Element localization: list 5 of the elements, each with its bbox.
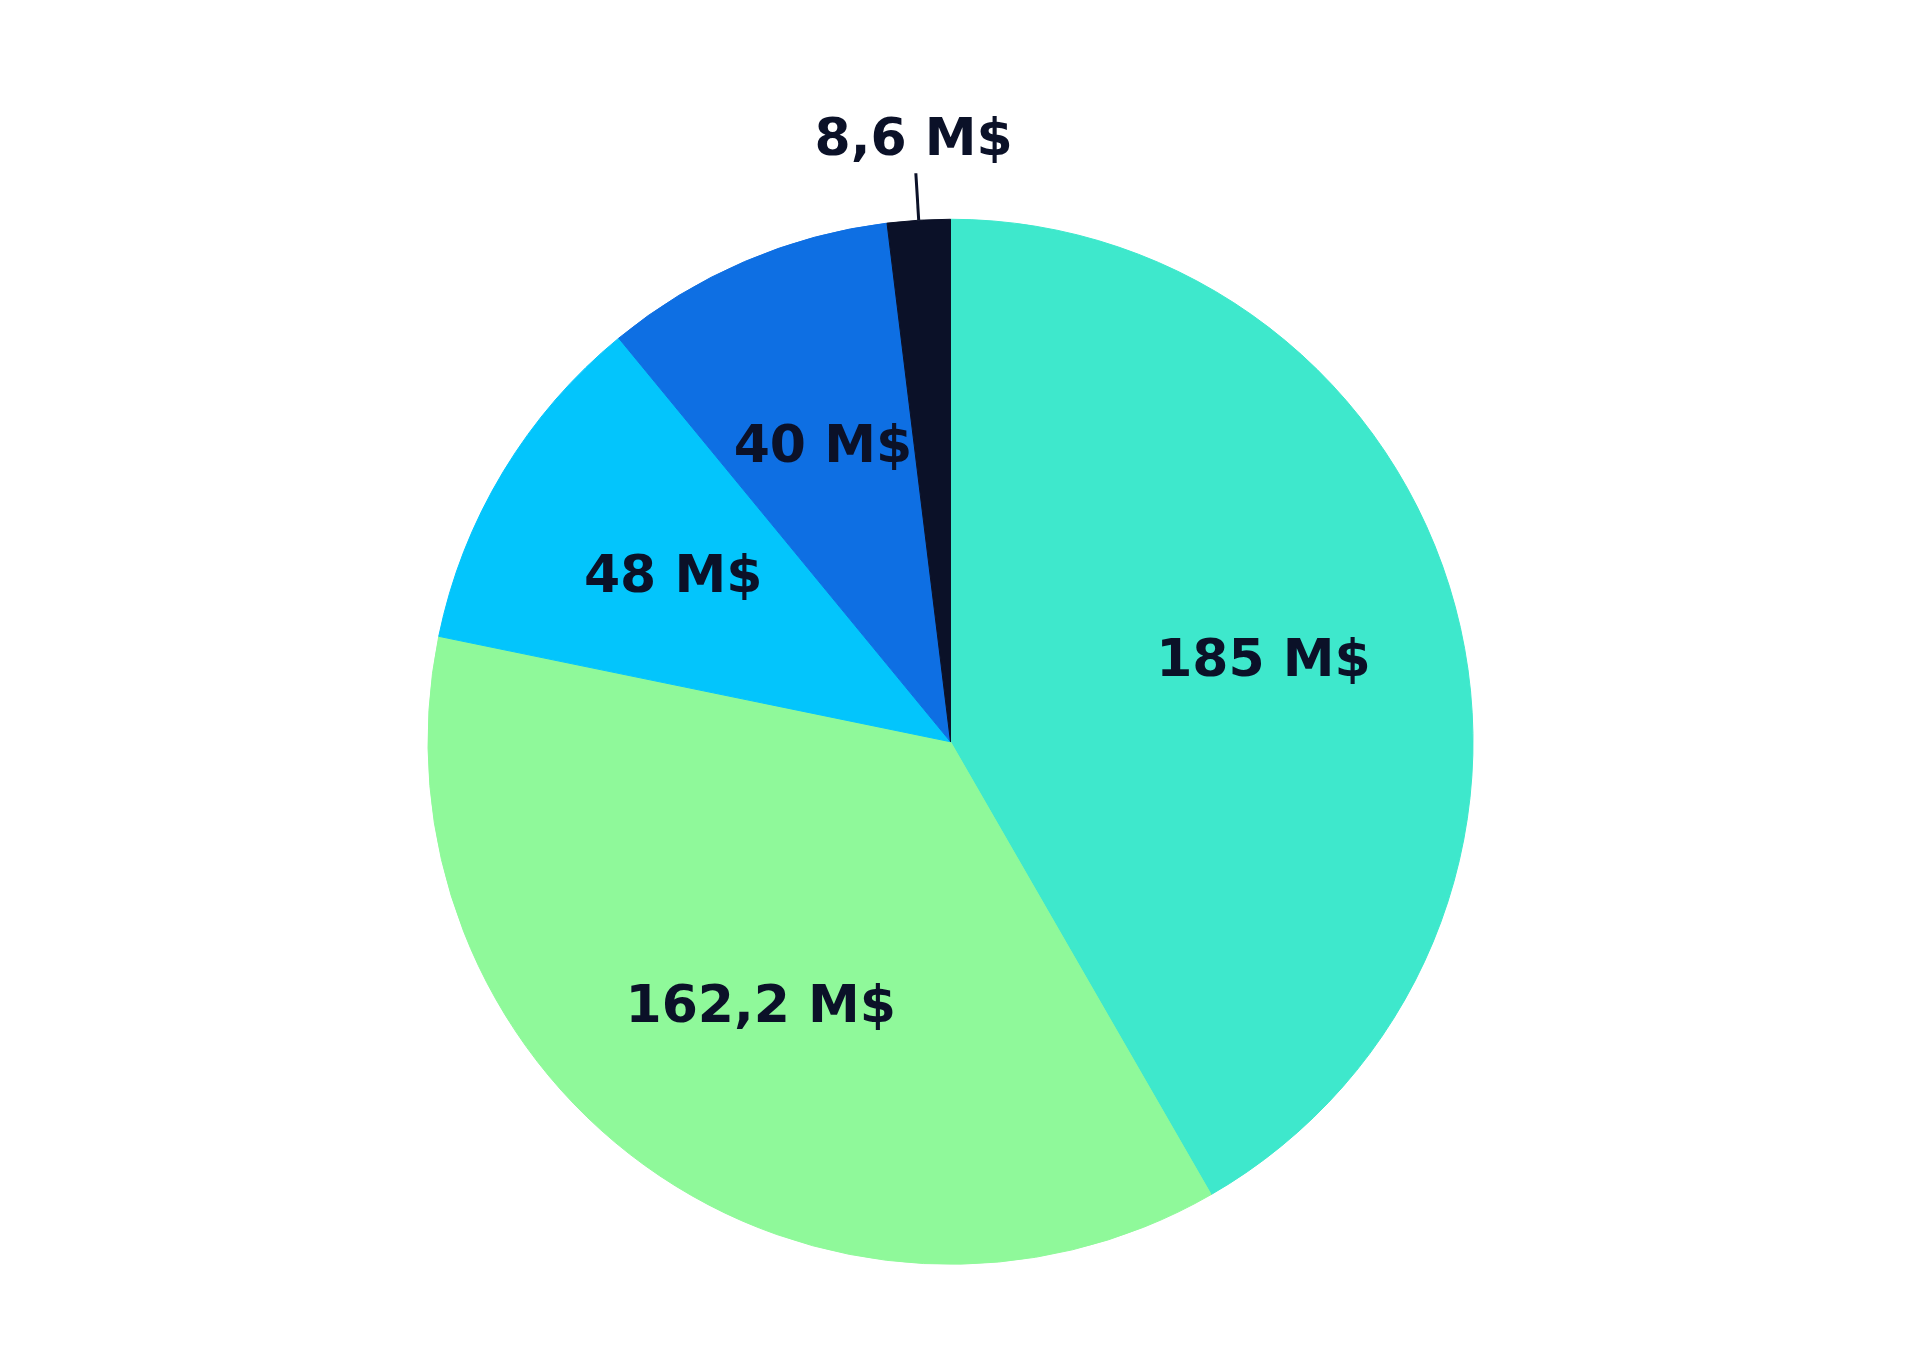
- data-label: 40 M$: [733, 414, 913, 474]
- data-label: 48 M$: [583, 544, 763, 605]
- data-label: 185 M$: [1156, 628, 1371, 689]
- data-label: 162,2 M$: [625, 974, 897, 1035]
- data-label: 8,6 M$: [814, 106, 1013, 167]
